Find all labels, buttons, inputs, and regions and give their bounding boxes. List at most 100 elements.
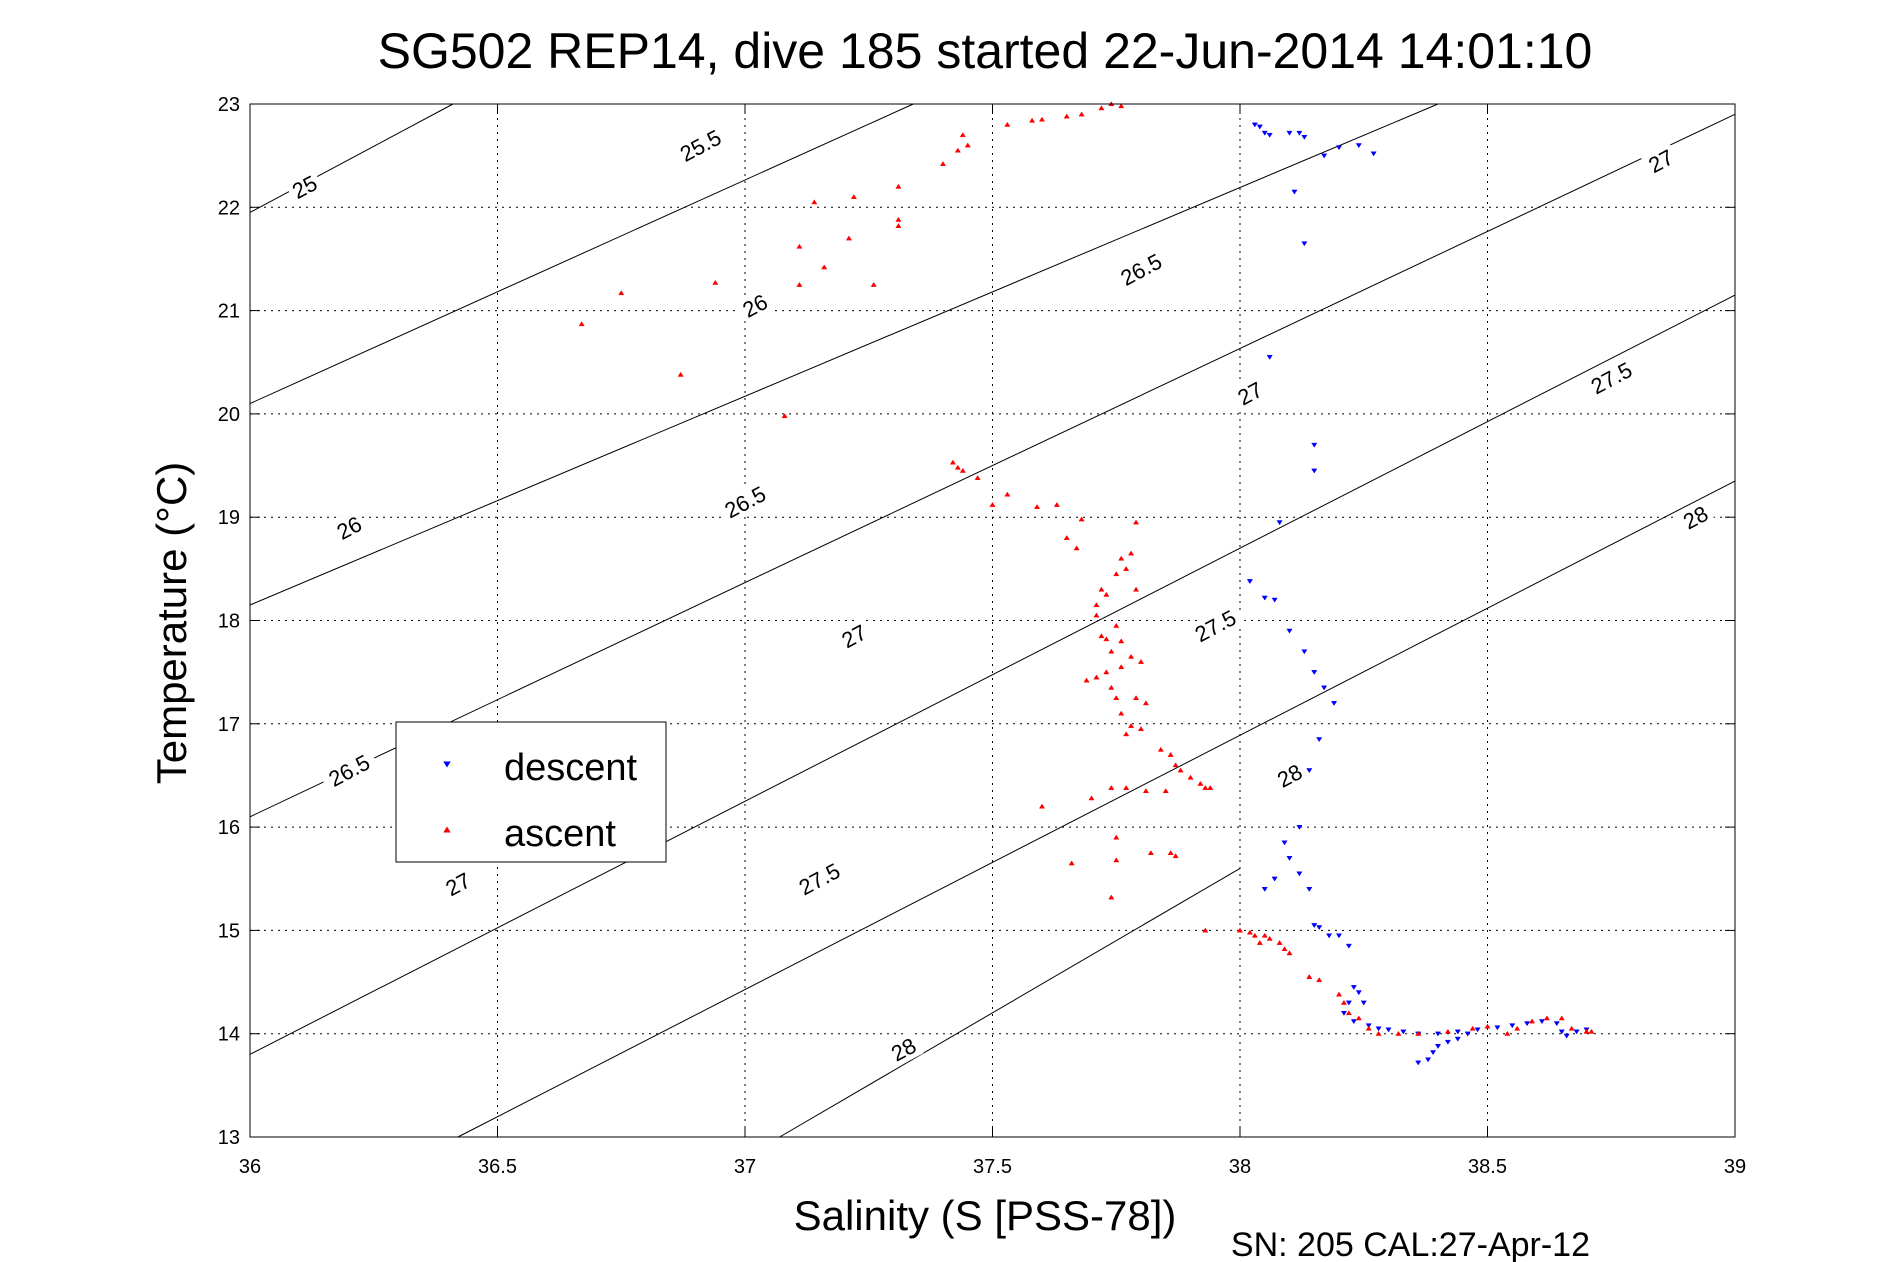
data-point-ascent [1469, 1025, 1476, 1031]
data-point-descent [1474, 1027, 1481, 1033]
data-point-descent [1311, 923, 1318, 929]
data-point-descent [1464, 1031, 1471, 1037]
data-point-ascent [939, 161, 947, 166]
data-point-ascent [895, 216, 902, 222]
data-point-descent [1261, 595, 1268, 601]
data-point-ascent [1316, 977, 1323, 983]
axis-ticks: 36 36.5 37 37.5 38 38.5 39 13 14 15 16 17 18 19 20 21 22… [218, 94, 1746, 1178]
data-point-ascent [1261, 932, 1268, 938]
data-point-descent [1350, 1019, 1357, 1025]
data-point-ascent [949, 459, 956, 465]
data-point-descent [1311, 468, 1318, 474]
data-point-descent [1261, 887, 1268, 892]
data-point-ascent [974, 475, 981, 481]
data-point-descent [1330, 701, 1338, 706]
data-point-ascent [1345, 1010, 1352, 1016]
data-point-descent [1276, 520, 1283, 526]
y-tick-label: 16 [218, 817, 240, 839]
data-point-descent [1429, 1050, 1437, 1056]
data-point-descent [1345, 943, 1352, 949]
y-tick-label: 17 [218, 714, 240, 736]
contour-label-group: 25.5 [669, 120, 732, 170]
data-point-ascent [1128, 653, 1135, 659]
data-point-ascent [1078, 516, 1085, 522]
data-point-descent [1301, 241, 1308, 247]
data-point-descent [1365, 1023, 1372, 1029]
data-point-ascent [1246, 929, 1253, 935]
data-point-descent [1266, 355, 1273, 360]
data-point-ascent [1113, 571, 1120, 577]
y-tick-label: 19 [218, 507, 240, 529]
contour-label-background [714, 477, 776, 527]
data-point-descent [1553, 1021, 1560, 1027]
x-tick-label: 39 [1724, 1156, 1746, 1178]
isopycnal-line [457, 480, 1736, 1138]
series-ascent [578, 101, 1595, 1036]
data-point-ascent [1108, 785, 1115, 790]
data-point-ascent [850, 194, 857, 200]
data-point-ascent [1113, 857, 1120, 863]
data-point-ascent [1108, 648, 1115, 654]
contour-label-background [1229, 374, 1271, 413]
data-point-ascent [796, 281, 803, 287]
data-point-ascent [1083, 677, 1090, 683]
data-point-ascent [1063, 113, 1070, 119]
data-point-ascent [1514, 1025, 1521, 1031]
data-point-descent [1321, 153, 1328, 159]
chart-title: SG502 REP14, dive 185 started 22-Jun-201… [378, 23, 1593, 79]
data-point-ascent [1266, 935, 1273, 941]
data-point-ascent [1142, 788, 1150, 794]
data-point-descent [1370, 151, 1377, 157]
data-point-descent [1291, 189, 1298, 195]
data-point-ascent [1365, 1025, 1372, 1031]
data-point-descent [1375, 1026, 1382, 1032]
data-point-ascent [959, 132, 966, 138]
data-point-ascent [1444, 1028, 1451, 1034]
data-point-ascent [1137, 726, 1145, 732]
data-point-ascent [895, 223, 902, 228]
data-point-ascent [1132, 586, 1140, 592]
y-axis-label: Temperature (°C) [148, 462, 195, 785]
data-point-descent [1454, 1029, 1461, 1035]
data-point-descent [1434, 1044, 1442, 1049]
data-point-descent [1454, 1036, 1461, 1042]
data-point-ascent [1033, 504, 1041, 509]
data-point-ascent [1029, 117, 1036, 123]
data-point-ascent [1118, 664, 1125, 670]
contour-label-background [318, 745, 380, 795]
data-point-descent [1350, 985, 1357, 991]
y-tick-label: 14 [218, 1024, 240, 1046]
data-point-descent [1321, 685, 1328, 691]
legend: descent ascent [395, 721, 667, 863]
data-point-ascent [1128, 723, 1135, 728]
data-point-ascent [1306, 974, 1313, 979]
y-tick-label: 22 [218, 197, 240, 219]
data-point-ascent [1281, 946, 1288, 952]
contour-label-group: 26 [734, 286, 776, 325]
data-point-ascent [954, 464, 961, 470]
data-point-ascent [959, 467, 966, 473]
legend-box [395, 721, 667, 863]
data-point-ascent [1286, 950, 1293, 956]
data-point-ascent [1187, 774, 1194, 780]
data-point-descent [1494, 1025, 1501, 1031]
data-point-ascent [1093, 602, 1100, 608]
data-point-ascent [1093, 674, 1100, 680]
data-point-ascent [1528, 1018, 1536, 1024]
isopycnal-line [249, 113, 1736, 818]
data-point-descent [1385, 1027, 1392, 1033]
data-point-ascent [1123, 731, 1130, 737]
data-point-descent [1286, 856, 1293, 861]
data-point-descent [1286, 628, 1293, 634]
data-point-ascent [1355, 1015, 1362, 1021]
data-point-ascent [1118, 710, 1125, 716]
contour-label-background [1640, 141, 1681, 180]
isopycnal-line [249, 294, 1736, 1055]
data-point-descent [1311, 442, 1318, 448]
data-point-ascent [1098, 105, 1105, 111]
data-point-ascent [1202, 785, 1209, 790]
legend-marker-descent [443, 761, 451, 768]
data-point-ascent [1063, 535, 1070, 540]
data-point-descent [1251, 122, 1258, 128]
data-point-descent [1335, 145, 1343, 151]
